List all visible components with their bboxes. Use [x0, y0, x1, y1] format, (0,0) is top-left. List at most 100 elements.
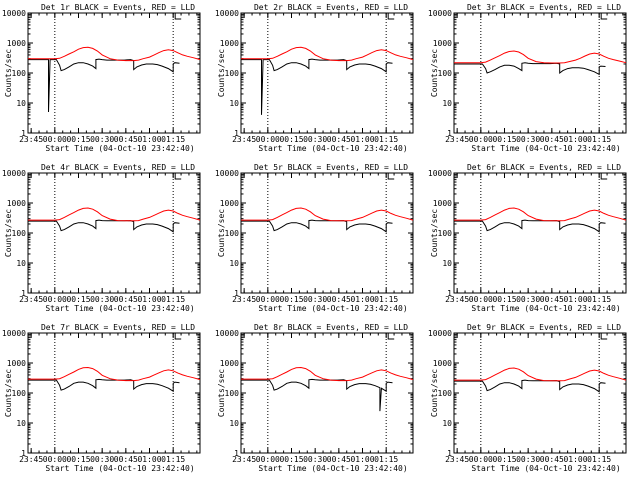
marker-bracket	[174, 173, 182, 180]
events-series-line	[454, 379, 606, 393]
x-tick-label: 01:15	[374, 135, 398, 144]
lld-series-line	[28, 366, 201, 382]
marker-bracket	[600, 13, 608, 20]
x-tick-label: 00:00	[469, 295, 493, 304]
x-tick-label: 01:15	[587, 135, 611, 144]
lld-series-line	[241, 46, 414, 62]
y-tick-label: 10000	[428, 169, 452, 178]
y-axis-label: Counts/sec	[430, 209, 439, 257]
x-tick-label: 01:15	[161, 455, 185, 464]
y-tick-label: 100	[225, 69, 240, 78]
y-tick-label: 1	[447, 289, 452, 298]
y-tick-label: 100	[225, 389, 240, 398]
x-tick-label: 00:15	[492, 455, 516, 464]
x-tick-label: 23:45	[445, 455, 469, 464]
x-tick-label: 01:15	[161, 295, 185, 304]
y-tick-label: 1000	[433, 39, 452, 48]
panel-title: Det 4r BLACK = Events, RED = LLD	[41, 163, 195, 172]
plot-frame	[240, 12, 414, 134]
plot-frame	[240, 332, 414, 454]
y-tick-label: 10000	[215, 169, 239, 178]
x-tick-label: 00:00	[43, 135, 67, 144]
y-tick-label: 100	[225, 229, 240, 238]
events-series-line	[241, 58, 393, 115]
x-axis-label: Start Time (04-Oct-10 23:42:40)	[471, 304, 620, 313]
marker-bracket	[387, 13, 395, 20]
x-tick-label: 00:30	[303, 455, 327, 464]
x-axis-label: Start Time (04-Oct-10 23:42:40)	[471, 464, 620, 473]
y-axis-label: Counts/sec	[217, 369, 226, 417]
x-tick-label: 01:00	[137, 455, 161, 464]
x-tick-label: 01:00	[350, 295, 374, 304]
x-tick-label: 00:30	[303, 135, 327, 144]
y-tick-label: 10	[16, 259, 26, 268]
x-axis-label: Start Time (04-Oct-10 23:42:40)	[45, 144, 194, 153]
panel-title: Det 3r BLACK = Events, RED = LLD	[467, 3, 621, 12]
y-tick-label: 1	[21, 289, 26, 298]
x-tick-label: 00:30	[516, 455, 540, 464]
x-tick-label: 01:00	[350, 135, 374, 144]
x-tick-label: 00:45	[540, 455, 564, 464]
plot-frame	[27, 12, 201, 134]
panel-title: Det 2r BLACK = Events, RED = LLD	[254, 3, 408, 12]
plot-frame	[453, 12, 627, 134]
panel-title: Det 8r BLACK = Events, RED = LLD	[254, 323, 408, 332]
marker-bracket	[600, 333, 608, 340]
y-tick-label: 1000	[220, 39, 239, 48]
x-axis-label: Start Time (04-Oct-10 23:42:40)	[45, 464, 194, 473]
x-tick-label: 00:45	[114, 135, 138, 144]
x-tick-label: 00:30	[516, 295, 540, 304]
x-tick-label: 23:45	[445, 135, 469, 144]
detector-panel: Det 5r BLACK = Events, RED = LLD 1 10 100 10…	[215, 163, 414, 313]
lld-series-line	[454, 50, 627, 64]
events-series-line	[28, 58, 180, 113]
x-tick-label: 01:15	[587, 295, 611, 304]
y-tick-label: 100	[438, 229, 453, 238]
x-tick-label: 00:00	[256, 135, 280, 144]
y-tick-label: 1	[21, 449, 26, 458]
y-tick-label: 1000	[433, 199, 452, 208]
x-tick-label: 01:15	[374, 295, 398, 304]
x-tick-label: 01:00	[137, 295, 161, 304]
x-tick-label: 00:45	[540, 295, 564, 304]
x-tick-label: 01:00	[563, 295, 587, 304]
y-axis-label: Counts/sec	[4, 369, 13, 417]
lld-series-line	[28, 207, 201, 222]
x-tick-label: 00:00	[256, 455, 280, 464]
marker-bracket	[174, 333, 182, 340]
x-tick-label: 01:15	[374, 455, 398, 464]
x-tick-label: 00:00	[43, 295, 67, 304]
x-tick-label: 00:45	[327, 295, 351, 304]
events-series-line	[241, 378, 393, 412]
detector-panel: Det 2r BLACK = Events, RED = LLD 1 10 100 10…	[215, 3, 414, 153]
y-axis-label: Counts/sec	[217, 209, 226, 257]
x-tick-label: 00:30	[516, 135, 540, 144]
y-tick-label: 1000	[7, 199, 26, 208]
y-tick-label: 100	[438, 389, 453, 398]
marker-bracket	[387, 173, 395, 180]
y-axis-label: Counts/sec	[430, 369, 439, 417]
x-tick-label: 23:45	[445, 295, 469, 304]
x-tick-label: 00:45	[540, 135, 564, 144]
x-tick-label: 00:15	[492, 295, 516, 304]
x-tick-label: 00:00	[256, 295, 280, 304]
x-tick-label: 01:00	[563, 135, 587, 144]
x-tick-label: 00:45	[327, 135, 351, 144]
y-axis-label: Counts/sec	[4, 209, 13, 257]
x-tick-label: 23:45	[232, 295, 256, 304]
lld-series-line	[454, 367, 627, 382]
y-axis-label: Counts/sec	[4, 49, 13, 97]
x-axis-label: Start Time (04-Oct-10 23:42:40)	[45, 304, 194, 313]
x-tick-label: 00:45	[327, 455, 351, 464]
panel-title: Det 5r BLACK = Events, RED = LLD	[254, 163, 408, 172]
y-axis-label: Counts/sec	[217, 49, 226, 97]
y-tick-label: 1	[447, 129, 452, 138]
x-tick-label: 23:45	[232, 135, 256, 144]
y-tick-label: 10000	[2, 329, 26, 338]
x-axis-label: Start Time (04-Oct-10 23:42:40)	[471, 144, 620, 153]
lld-series-line	[241, 207, 414, 222]
x-axis-label: Start Time (04-Oct-10 23:42:40)	[258, 464, 407, 473]
detector-panel: Det 9r BLACK = Events, RED = LLD 1 10 100 10…	[428, 323, 627, 473]
x-tick-label: 00:00	[43, 455, 67, 464]
